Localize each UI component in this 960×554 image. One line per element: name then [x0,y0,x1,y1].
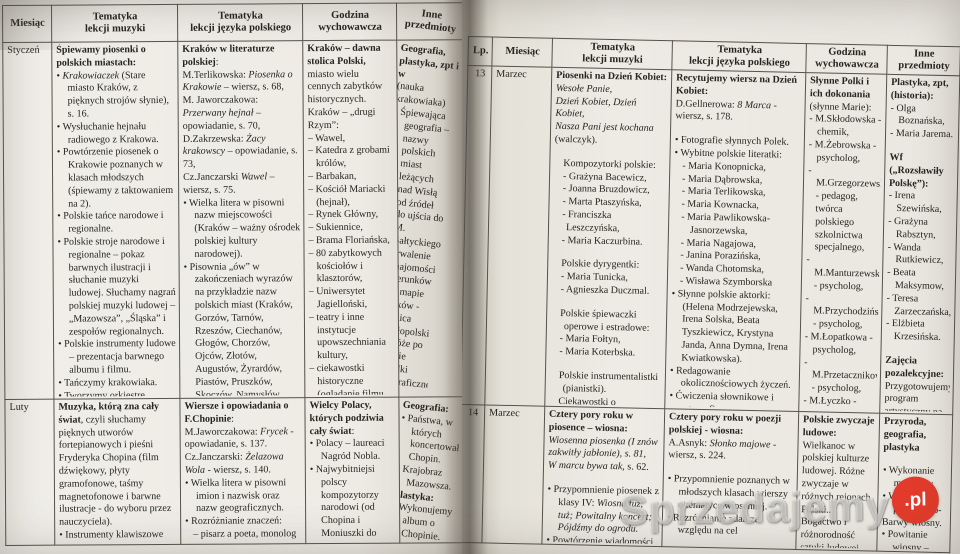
right-page: Lp. Miesiąc Tematyka lekcji muzyki Temat… [462,0,960,554]
table-row-luty: Luty Muzyka, którą zna cały świat, czyli… [4,396,462,546]
left-col-header-inne: Inne przedmioty [396,2,462,41]
left-col-header-tematyka-muzyki: Tematyka lekcji muzyki [51,4,178,43]
right-col-header-tematyka-muzyki: Tematyka lekcji muzyki [551,38,673,70]
watermark: Sprzedajemy .pl [620,476,940,539]
left-col-header-tematyka-polskiego: Tematyka lekcji języka polskiego [177,3,303,42]
month-cell-luty: Luty [4,399,55,546]
cell-13-inne-przedmioty: Plastyka, zpt, (historia): - Olga Boznańs… [879,74,960,415]
left-header-row: Miesiąc Tematyka lekcji muzyki Tematyka … [2,2,462,43]
right-col-header-godzina: Godzina wychowawcza [805,43,888,75]
right-col-header-tematyka-polskiego: Tematyka lekcji języka polskiego [671,40,807,73]
left-col-header-inne-label: Inne przedmioty [404,8,457,36]
left-col-header-miesiac: Miesiąc [2,5,52,43]
cell-luty-inne-przedmioty: Geografia: • Państwa, w których koncertow… [398,396,462,544]
cell-styczen-muzyka: Śpiewamy piosenki o polskich miastach: • … [51,41,180,400]
right-col-header-lp: Lp. [467,36,493,67]
month-cell-marzec-13: Marzec [484,66,552,407]
cell-styczen-inne-przedmioty: Geografia, plastyka, zpt i w (nauka krako… [396,39,462,398]
left-col-header-godzina: Godzina wychowawcza [302,3,397,41]
cell-styczen-godzina-wychowawcza: Kraków – dawna stolica Polski, miasto wi… [302,40,399,398]
right-col-header-inne: Inne przedmioty [886,45,960,76]
cell-13-muzyka: Piosenki na Dzień Kobiet: Wesołe Panie, Dz… [544,67,672,409]
table-row-styczen: Styczeń Śpiewamy piosenki o polskich mia… [2,39,462,400]
cell-luty-godzina-wychowawcza: Wielcy Polacy, których podziwia cały świ… [304,397,400,544]
watermark-text: Sprzedajemy [619,481,891,534]
cell-luty-muzyka: Muzyka, którą zna cały świat, czyli słuc… [53,398,181,546]
cell-styczen-jezyk-polski: Kraków w literaturze polskiej: M.Terlikow… [177,40,305,399]
left-page: Miesiąc Tematyka lekcji muzyki Tematyka … [0,0,462,554]
left-curriculum-table: Miesiąc Tematyka lekcji muzyki Tematyka … [2,2,462,546]
right-col-header-miesiac: Miesiąc [491,37,553,68]
table-row-13-marzec: 13 Marzec Piosenki na Dzień Kobiet: Wesoł… [462,65,960,415]
right-curriculum-table: Lp. Miesiąc Tematyka lekcji muzyki Temat… [462,36,960,553]
cell-13-jezyk-polski: Recytujemy wiersz na Dzień Kobiet: D.Gell… [664,69,806,412]
month-cell-styczen: Styczeń [2,42,54,400]
watermark-pl-badge: .pl [891,476,940,525]
cell-13-godzina-wychowawcza: Słynne Polki i ich dokonania (słynne Mar… [798,72,887,414]
cell-luty-jezyk-polski: Wiersze i opowiadania o F.Chopinie: M.Jaw… [179,397,306,545]
month-cell-marzec-14: Marzec [481,404,545,545]
